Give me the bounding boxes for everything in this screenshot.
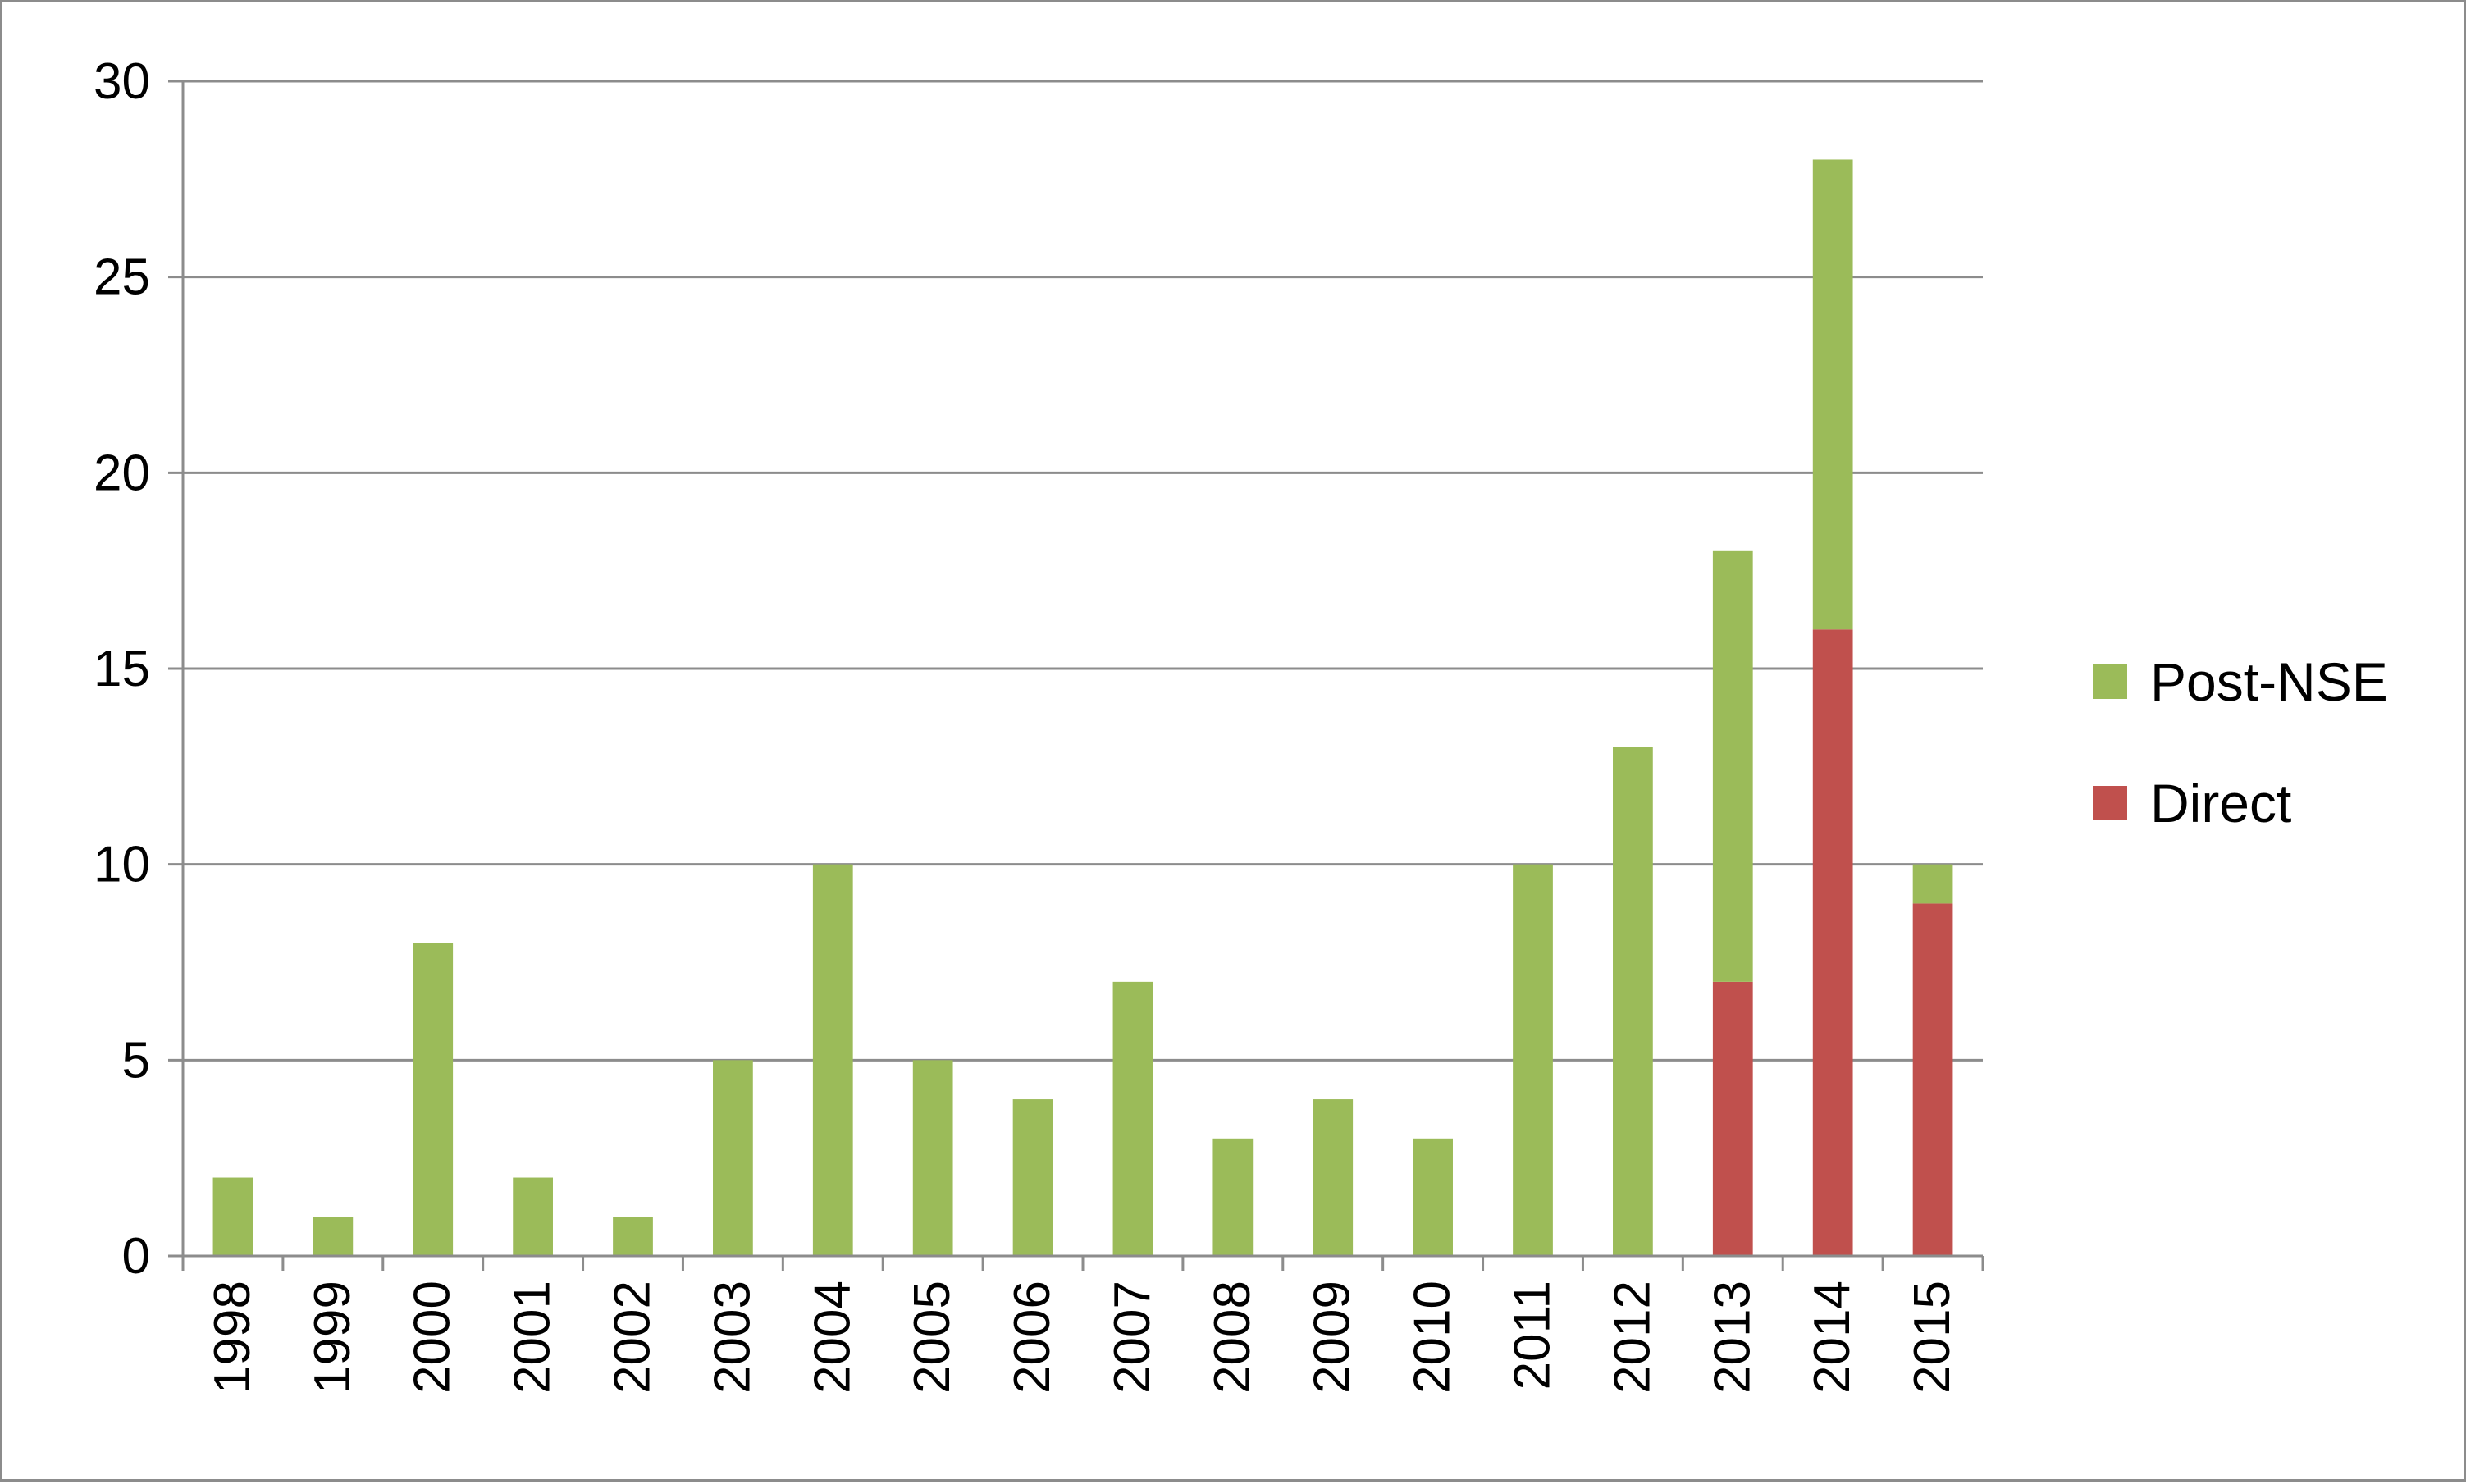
legend-label: Direct <box>2150 773 2291 833</box>
y-tick-label: 20 <box>94 445 150 501</box>
bar-post-nse-2005 <box>912 1060 953 1256</box>
x-tick-label: 2006 <box>1004 1281 1061 1394</box>
x-tick-label: 2009 <box>1304 1281 1361 1394</box>
x-tick-label: 2014 <box>1804 1281 1861 1394</box>
y-tick-label: 25 <box>94 249 150 306</box>
bar-direct-2014 <box>1812 629 1853 1256</box>
bar-post-nse-2004 <box>812 864 853 1256</box>
legend-swatch-direct <box>2093 786 2127 820</box>
x-tick-label: 2001 <box>505 1281 561 1394</box>
bar-post-nse-1999 <box>313 1217 354 1256</box>
y-tick-labels: 0 5 10 15 20 25 30 <box>94 53 150 1285</box>
x-tick-label: 2000 <box>404 1281 461 1394</box>
y-tick-label: 15 <box>94 641 150 697</box>
x-tick-label: 2008 <box>1204 1281 1261 1394</box>
bar-post-nse-2009 <box>1313 1099 1354 1256</box>
bar-direct-2013 <box>1712 981 1753 1256</box>
x-tick-label: 2002 <box>605 1281 661 1394</box>
y-tick-label: 0 <box>122 1228 150 1285</box>
y-tick-label: 10 <box>94 837 150 893</box>
y-tick-label: 30 <box>94 53 150 110</box>
x-tick-label: 2005 <box>904 1281 961 1394</box>
bar-post-nse-2015 <box>1912 864 1953 904</box>
bar-post-nse-2000 <box>413 943 454 1256</box>
bar-post-nse-2010 <box>1413 1138 1453 1256</box>
bar-post-nse-2002 <box>613 1217 653 1256</box>
bar-post-nse-2014 <box>1812 159 1853 630</box>
x-tick-label: 2011 <box>1505 1281 1561 1390</box>
x-tick-label: 2015 <box>1904 1281 1961 1394</box>
x-tick-label: 2013 <box>1704 1281 1760 1394</box>
bar-post-nse-2008 <box>1212 1138 1254 1256</box>
x-tick-label: 2010 <box>1404 1281 1461 1394</box>
x-tick-label: 2003 <box>704 1281 760 1394</box>
bar-post-nse-1998 <box>212 1177 253 1256</box>
bar-post-nse-2007 <box>1112 981 1153 1256</box>
bar-direct-2015 <box>1912 903 1953 1256</box>
x-tick-labels: 1998 1999 2000 2001 2002 2003 2004 2005 2006 2007… <box>204 1281 1961 1394</box>
gridlines <box>183 80 1983 1062</box>
axes <box>168 80 1984 1271</box>
bar-post-nse-2012 <box>1613 747 1653 1256</box>
x-tick-label: 1999 <box>304 1281 361 1394</box>
bars <box>212 159 1953 1256</box>
legend-swatch-post-nse <box>2093 664 2127 699</box>
bar-post-nse-2003 <box>713 1060 753 1256</box>
legend-label: Post-NSE <box>2150 651 2388 712</box>
bar-post-nse-2006 <box>1012 1099 1053 1256</box>
bar-post-nse-2001 <box>513 1177 553 1256</box>
bar-post-nse-2011 <box>1513 864 1553 1256</box>
y-tick-label: 5 <box>122 1032 150 1089</box>
x-tick-label: 2004 <box>804 1281 861 1394</box>
x-tick-label: 2012 <box>1604 1281 1660 1394</box>
x-tick-label: 1998 <box>204 1281 261 1394</box>
bar-post-nse-2013 <box>1712 550 1753 982</box>
legend: Post-NSE Direct <box>2093 651 2388 833</box>
x-tick-label: 2007 <box>1104 1281 1161 1394</box>
